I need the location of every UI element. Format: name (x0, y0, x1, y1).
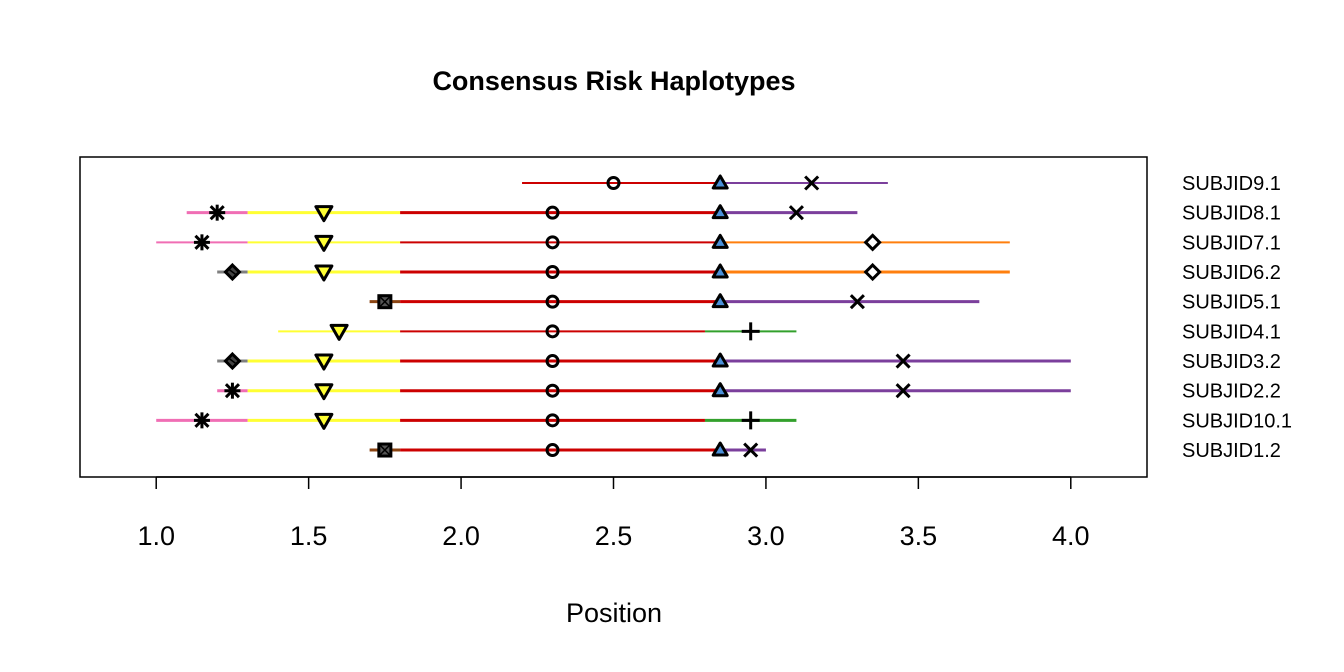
x-tick-label-4: 3.0 (747, 521, 785, 551)
row-label-subjid9-1: SUBJID9.1 (1182, 173, 1281, 195)
marker-triangle-subjid5-1-2 (711, 293, 729, 309)
marker-asterisk-subjid7-1-0 (193, 234, 210, 251)
row-labels: SUBJID9.1 SUBJID8.1 SUBJID7.1 SUBJID6.2 SUBJ… (1182, 173, 1292, 462)
x-axis: 1.0 1.5 2.0 2.5 3.0 3.5 4.0 (137, 476, 1090, 551)
row-label-subjid3-2: SUBJID3.2 (1182, 351, 1281, 373)
marker-triangle-subjid3-2-3 (711, 352, 729, 368)
marker-circle-subjid1-2-1 (545, 443, 560, 458)
marker-x-subjid9-1-2 (804, 175, 820, 191)
marker-triangle-down-subjid8-1-1 (314, 205, 334, 223)
marker-triangle-subjid2-2-3 (711, 382, 729, 398)
marker-asterisk-subjid10-1-0 (193, 412, 210, 429)
marker-circle-subjid10-1-2 (545, 413, 560, 428)
row-label-subjid8-1: SUBJID8.1 (1182, 203, 1281, 225)
row-label-subjid6-2: SUBJID6.2 (1182, 262, 1281, 284)
marker-x-subjid2-2-4 (895, 383, 911, 399)
marker-circle-subjid2-2-2 (545, 383, 560, 398)
x-axis-title: Position (566, 598, 662, 628)
marker-square-filled-subjid1-2-0 (377, 442, 393, 458)
marker-diamond-filled-subjid6-2-0 (223, 262, 242, 282)
row-label-subjid7-1: SUBJID7.1 (1182, 232, 1281, 254)
marker-triangle-down-subjid3-2-1 (314, 353, 334, 371)
marker-square-filled-subjid5-1-0 (377, 294, 393, 310)
marker-triangle-down-subjid4-1-0 (329, 323, 349, 341)
plot-frame (79, 156, 1148, 478)
row-label-subjid4-1: SUBJID4.1 (1182, 321, 1281, 343)
x-tick-label-6: 4.0 (1052, 521, 1090, 551)
marker-circle-subjid6-2-2 (545, 265, 560, 280)
marker-diamond-filled-subjid3-2-0 (223, 351, 242, 371)
marker-plus-subjid4-1-2 (741, 322, 760, 341)
marker-circle-subjid8-1-2 (545, 205, 560, 220)
marker-asterisk-subjid8-1-0 (209, 204, 226, 221)
marker-triangle-subjid7-1-3 (711, 233, 729, 249)
row-label-subjid10-1: SUBJID10.1 (1182, 410, 1292, 432)
marker-asterisk-subjid2-2-0 (224, 382, 241, 399)
marker-triangle-down-subjid2-2-1 (314, 383, 334, 401)
row-label-subjid1-2: SUBJID1.2 (1182, 440, 1281, 462)
segments-layer (156, 182, 1071, 452)
marker-triangle-subjid6-2-3 (711, 263, 729, 279)
x-tick-label-3: 2.5 (595, 521, 633, 551)
marker-triangle-down-subjid6-2-1 (314, 264, 334, 282)
x-tick-label-2: 2.0 (442, 521, 480, 551)
row-label-subjid2-2: SUBJID2.2 (1182, 381, 1281, 403)
marker-triangle-subjid1-2-2 (711, 441, 729, 457)
marker-diamond-subjid7-1-4 (863, 233, 882, 252)
markers-layer (193, 174, 911, 458)
marker-circle-subjid7-1-2 (545, 235, 560, 250)
marker-circle-subjid5-1-1 (545, 294, 560, 309)
marker-x-subjid1-2-3 (743, 442, 759, 458)
x-tick-label-1: 1.5 (290, 521, 328, 551)
marker-circle-subjid9-1-0 (606, 176, 621, 190)
marker-x-subjid3-2-4 (895, 353, 911, 369)
marker-triangle-down-subjid10-1-1 (314, 412, 334, 430)
marker-x-subjid5-1-3 (849, 294, 865, 310)
marker-diamond-subjid6-2-4 (863, 262, 882, 282)
marker-x-subjid8-1-4 (788, 205, 804, 221)
row-label-subjid5-1: SUBJID5.1 (1182, 292, 1281, 314)
x-tick-label-0: 1.0 (137, 521, 175, 551)
marker-circle-subjid4-1-1 (545, 324, 560, 339)
chart-title: Consensus Risk Haplotypes (432, 66, 795, 96)
marker-triangle-subjid9-1-1 (711, 174, 729, 190)
x-tick-label-5: 3.5 (900, 521, 938, 551)
marker-plus-subjid10-1-3 (741, 411, 760, 430)
marker-triangle-subjid8-1-3 (711, 204, 729, 220)
marker-triangle-down-subjid7-1-1 (314, 234, 334, 252)
marker-circle-subjid3-2-2 (545, 354, 560, 369)
